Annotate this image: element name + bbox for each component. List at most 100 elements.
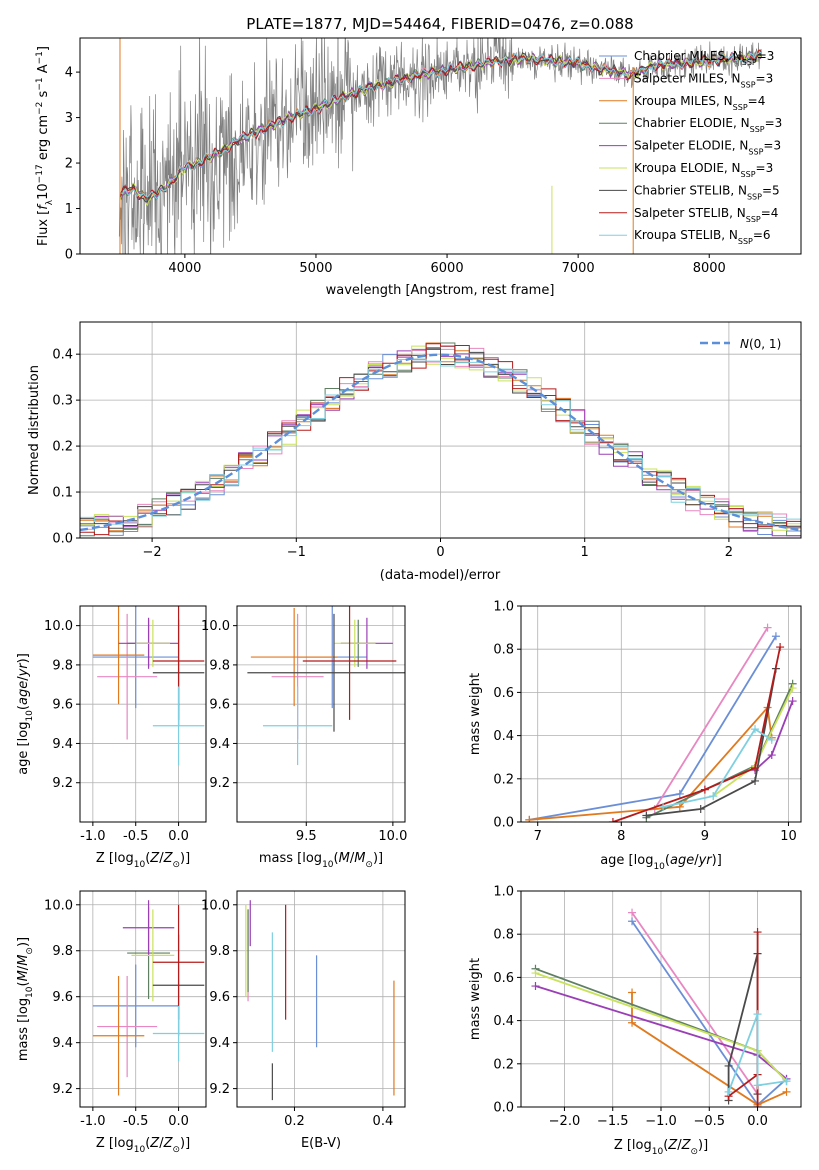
plus-marker — [709, 792, 718, 801]
plus-marker — [751, 725, 760, 734]
label-part: λ — [45, 199, 55, 205]
y-tick-label: 0.8 — [493, 643, 514, 658]
plus-marker — [788, 697, 797, 706]
plus-marker — [751, 764, 760, 772]
y-tick-label: 9.8 — [209, 658, 230, 673]
y-axis-label: age [log10(age/yr)] — [16, 653, 35, 775]
x-tick-label: 0 — [436, 545, 444, 560]
weight-line-kroupa-miles — [529, 705, 773, 821]
legend-sub: SSP — [746, 214, 761, 223]
legend-text: N — [740, 337, 749, 351]
plus-marker — [753, 928, 762, 937]
plot-area — [80, 342, 801, 537]
label-part: s — [36, 90, 51, 101]
plot-area — [525, 623, 797, 822]
x-tick-label: 6000 — [431, 261, 464, 276]
x-tick-label: 7 — [534, 829, 542, 844]
y-tick-label: 9.4 — [52, 1036, 73, 1051]
label-part: / — [159, 1136, 164, 1151]
label-part: Z — [163, 1136, 174, 1151]
plus-marker — [782, 1077, 791, 1086]
label-part: )] — [698, 1138, 708, 1153]
model-line-kroupa-elodie — [119, 52, 762, 206]
y-tick-label: 9.8 — [209, 944, 230, 959]
x-axis-label: (data-model)/error — [380, 568, 501, 583]
label-part: Z [log — [614, 1138, 652, 1153]
x-tick-label: 0.2 — [284, 1114, 305, 1129]
histogram-kroupa-stelib — [80, 358, 801, 525]
x-tick-label: -1.0 — [80, 1114, 105, 1129]
label-part: M — [16, 955, 31, 966]
label-part: ⊙ — [25, 947, 35, 955]
label-part: Z — [667, 1138, 678, 1153]
x-tick-label: 0.0 — [168, 1114, 189, 1129]
legend-label: Chabrier ELODIE, NSSP=3 — [634, 116, 782, 134]
label-part: −2 — [35, 102, 45, 115]
label-part: / — [350, 851, 355, 866]
normal-curve — [80, 353, 801, 532]
x-tick-label: −1.0 — [645, 1114, 677, 1129]
legend-sub: SSP — [741, 80, 756, 89]
legend-label: Kroupa MILES, NSSP=4 — [634, 94, 765, 112]
y-tick-label: 9.4 — [52, 737, 73, 752]
plus-marker — [776, 643, 785, 652]
x-tick-label: 10 — [780, 829, 797, 844]
y-tick-label: 2 — [65, 157, 73, 172]
y-tick-label: 0.0 — [493, 1101, 514, 1116]
y-tick-label: 1.0 — [493, 600, 514, 615]
label-part: f — [36, 203, 51, 210]
plus-marker — [753, 1103, 762, 1107]
label-part: Z — [681, 1138, 692, 1153]
panel-mass_vs_ebv: 0.2 0.4 9.2 9.4 9.6 9.8 10.0 E(B-V) — [201, 890, 406, 1151]
plus-marker — [753, 1010, 762, 1019]
x-axis-label: Z [log10(Z/Z⊙)] — [96, 1136, 190, 1155]
y-tick-label: 0.6 — [493, 971, 514, 986]
legend-value: =4 — [761, 206, 779, 220]
legend-text: (0, 1) — [749, 337, 781, 351]
y-tick-label: 9.8 — [52, 658, 73, 673]
histogram-chabrier-elodie — [80, 342, 801, 537]
x-tick-label: 8 — [617, 829, 625, 844]
panel-age_vs_Z: -1.0 -0.5 0.09.29.49.69.810.0Z [log10(Z/Z⊙… — [16, 605, 207, 870]
y-tick-label: 10.0 — [201, 898, 230, 913]
label-part: Z [log — [96, 851, 134, 866]
label-part: −17 — [35, 164, 45, 183]
x-tick-label: −2 — [143, 545, 162, 560]
x-tick-label: 0.0 — [168, 829, 189, 844]
y-tick-label: 9.8 — [52, 944, 73, 959]
y-tick-label: 0.0 — [493, 816, 514, 831]
label-part: M — [16, 970, 31, 981]
y-tick-label: 0.0 — [52, 532, 73, 547]
label-part: )] — [16, 653, 31, 663]
axes-frame — [79, 890, 207, 1108]
plus-marker — [628, 988, 637, 997]
y-tick-label: 0.2 — [493, 772, 514, 787]
label-part: ( — [665, 853, 670, 868]
legend-text: Salpeter STELIB, N — [634, 206, 746, 220]
y-tick-label: 0 — [65, 248, 73, 263]
label-part: 10 — [134, 1145, 146, 1155]
x-tick-label: −1 — [287, 545, 306, 560]
label-part: mass [log — [16, 998, 31, 1061]
plus-marker — [767, 735, 776, 744]
x-tick-label: 5000 — [299, 261, 332, 276]
x-tick-label: −2.0 — [549, 1114, 581, 1129]
histogram-chabrier-stelib — [80, 345, 801, 529]
label-part: ] — [36, 46, 51, 51]
x-tick-label: -0.5 — [123, 1114, 148, 1129]
label-part: )] — [373, 851, 383, 866]
weight-line-kroupa-stelib — [662, 727, 773, 808]
label-part: Z [log — [96, 1136, 134, 1151]
label-part: / — [159, 851, 164, 866]
label-part: M — [354, 851, 365, 866]
plus-marker — [608, 818, 617, 822]
plus-marker — [724, 1087, 733, 1096]
label-part: age — [670, 853, 694, 868]
label-part: ( — [663, 1138, 668, 1153]
y-tick-label: 9.6 — [209, 698, 230, 713]
plot-area — [245, 900, 395, 1101]
legend-text: Chabrier MILES, N — [634, 49, 742, 63]
x-tick-label: 9 — [701, 829, 709, 844]
legend-value: =3 — [765, 116, 783, 130]
